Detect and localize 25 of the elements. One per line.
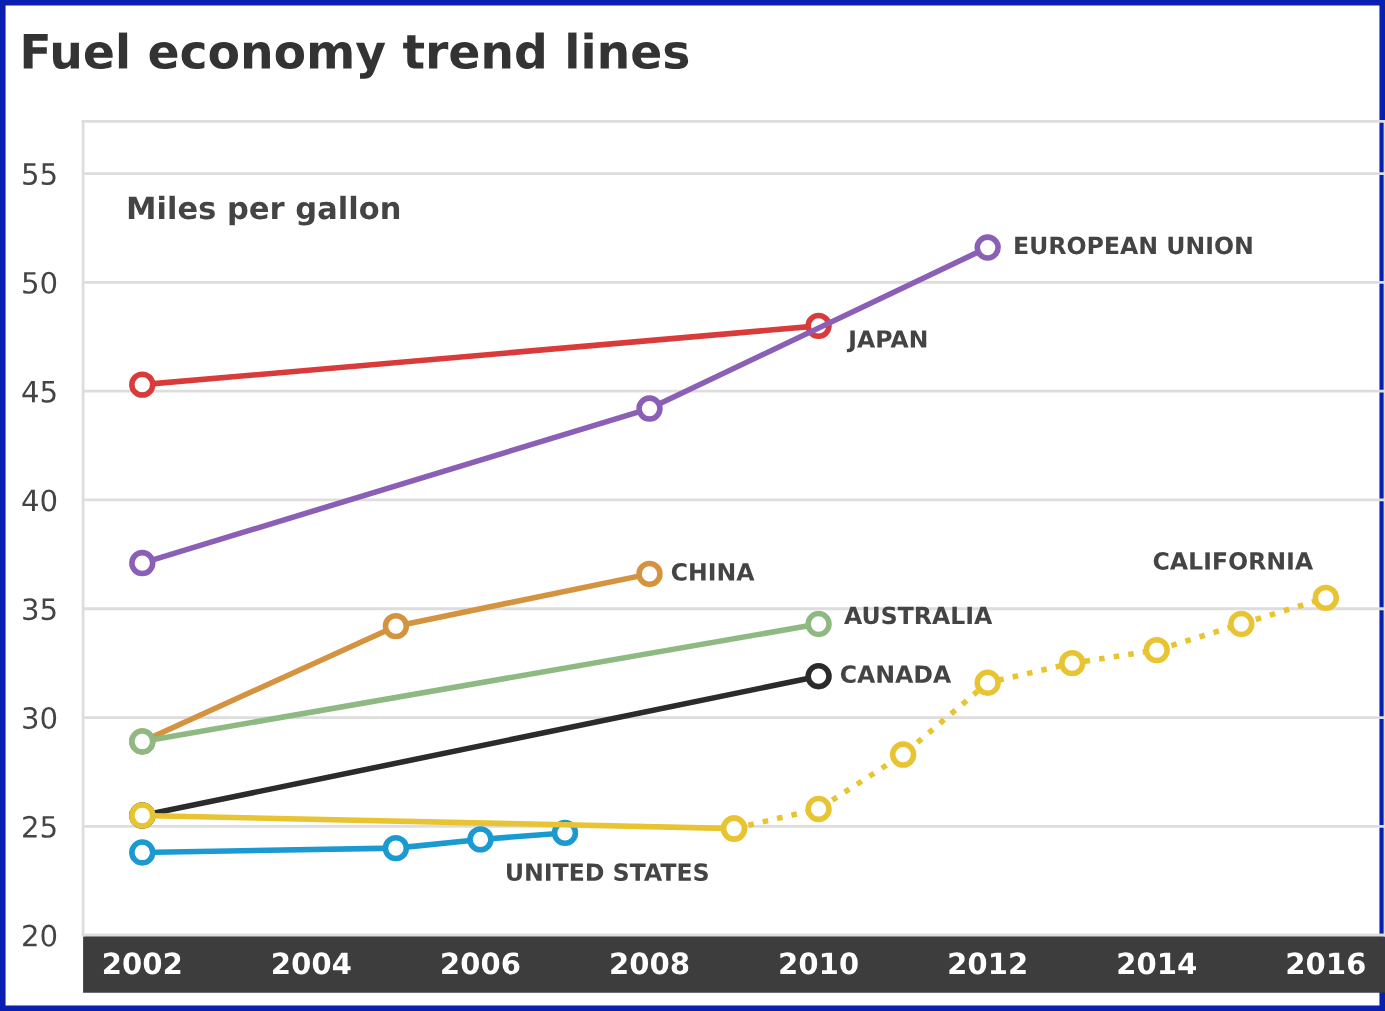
series-label: CALIFORNIA (1153, 552, 1314, 570)
y-tick-label: 35 (23, 598, 56, 621)
x-tick-label: 2010 (780, 952, 858, 975)
x-tick-label: 2014 (1118, 952, 1196, 975)
y-tick-label: 50 (23, 271, 57, 294)
x-tick-label: 2004 (273, 952, 351, 975)
x-tick-label: 2012 (949, 952, 1026, 975)
y-tick-label: 20 (23, 924, 57, 947)
y-tick-label: 25 (23, 815, 56, 838)
series-label: UNITED STATES (507, 863, 708, 882)
chart-title: Fuel economy trend lines (23, 32, 689, 79)
x-tick-label: 2016 (1287, 952, 1365, 975)
y-tick-label: 30 (23, 707, 57, 730)
series-label: AUSTRALIA (844, 606, 993, 625)
series-label: EUROPEAN UNION (1015, 236, 1252, 255)
x-tick-label: 2002 (104, 952, 181, 975)
y-tick-label: 40 (22, 489, 57, 512)
x-tick-label: 2008 (611, 952, 689, 975)
series-label: CHINA (671, 562, 755, 581)
series-label: JAPAN (846, 330, 927, 353)
y-axis-title: Miles per gallon (128, 195, 400, 226)
y-tick-label: 45 (22, 380, 56, 403)
x-tick-label: 2006 (442, 952, 520, 975)
y-tick-label: 55 (23, 163, 56, 186)
series-label: CANADA (840, 665, 952, 684)
